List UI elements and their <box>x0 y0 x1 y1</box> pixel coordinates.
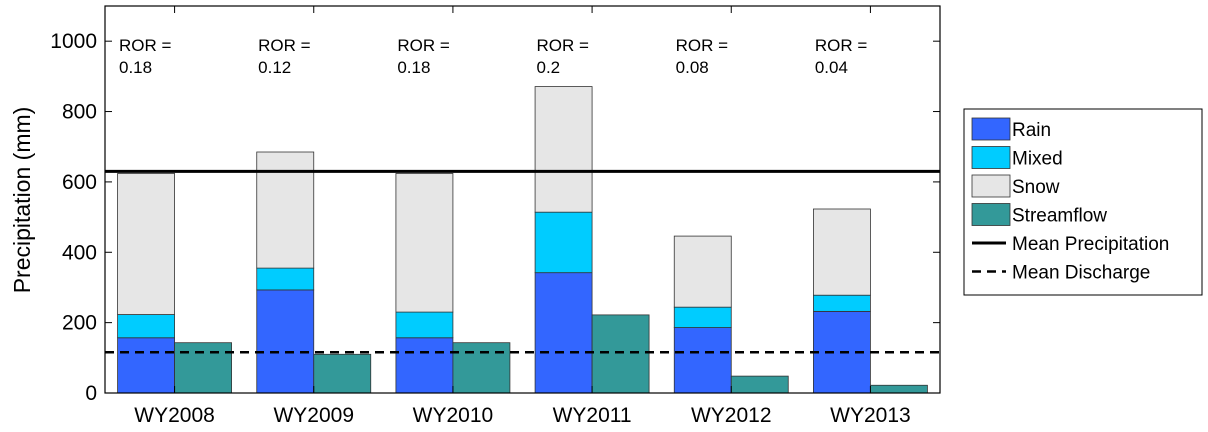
bar-rain-wy2008 <box>117 337 175 394</box>
bar-mixed-wy2013 <box>813 294 871 312</box>
bar-mixed-wy2012 <box>673 306 732 328</box>
legend-label-mean-precipitation: Mean Precipitation <box>1012 234 1169 255</box>
reference-lines <box>105 169 940 354</box>
bar-rain-wy2010 <box>395 337 454 394</box>
bar-snow-wy2013 <box>813 208 871 296</box>
ror-label-wy2011: ROR = <box>537 36 590 55</box>
ror-label-wy2012: ROR = <box>676 36 729 55</box>
y-tick-label-400: 400 <box>62 241 97 264</box>
bar-streamflow-wy2013 <box>870 384 928 394</box>
ror-value-wy2009: 0.12 <box>258 58 291 77</box>
x-tick-label-wy2008: WY2008 <box>134 404 215 427</box>
bar-mixed-wy2008 <box>117 314 175 339</box>
legend-swatch-streamflow <box>971 203 1011 226</box>
y-tick-label-800: 800 <box>62 101 97 124</box>
legend-label-rain: Rain <box>1012 120 1051 141</box>
legend-swatch-mixed <box>971 146 1011 169</box>
bar-streamflow-wy2010 <box>452 342 511 394</box>
ror-value-wy2011: 0.2 <box>537 58 561 77</box>
ror-value-wy2012: 0.08 <box>676 58 709 77</box>
y-axis-label: Precipitation (mm) <box>9 107 35 294</box>
bar-rain-wy2009 <box>256 289 315 394</box>
bar-mixed-wy2009 <box>256 267 315 291</box>
plot-area <box>105 6 940 393</box>
x-tick-label-wy2010: WY2010 <box>413 404 494 427</box>
legend-label-snow: Snow <box>1012 177 1060 198</box>
bar-rain-wy2011 <box>534 272 593 394</box>
bar-streamflow-wy2009 <box>313 353 372 394</box>
axes-frame <box>104 5 941 394</box>
ror-value-wy2013: 0.04 <box>815 58 848 77</box>
bars <box>117 86 928 394</box>
y-tick-label-1000: 1000 <box>50 30 97 53</box>
bar-snow-wy2009 <box>256 151 315 269</box>
ror-label-wy2009: ROR = <box>258 36 311 55</box>
bar-streamflow-wy2008 <box>174 342 232 394</box>
ror-label-wy2008: ROR = <box>119 36 172 55</box>
x-tick-label-wy2013: WY2013 <box>830 404 911 427</box>
ror-annotations: ROR = 0.18 ROR = 0.12 ROR = 0.18 ROR = 0.2 ROR … <box>119 36 867 77</box>
ror-label-wy2013: ROR = <box>815 36 868 55</box>
bar-streamflow-wy2012 <box>730 375 789 394</box>
y-tick-label-200: 200 <box>62 312 97 335</box>
legend-label-streamflow: Streamflow <box>1012 206 1107 227</box>
bar-snow-wy2012 <box>673 235 732 308</box>
x-tick-label-wy2012: WY2012 <box>691 404 772 427</box>
bar-mixed-wy2010 <box>395 311 454 339</box>
legend-label-mean-discharge: Mean Discharge <box>1012 263 1150 284</box>
y-tick-label-600: 600 <box>62 171 97 194</box>
ror-value-wy2008: 0.18 <box>119 58 152 77</box>
bar-streamflow-wy2011 <box>591 314 650 394</box>
bar-snow-wy2010 <box>395 173 454 313</box>
legend: Rain Mixed Snow Streamflow Mean Precipitatio… <box>963 108 1203 296</box>
axes: WY2008 WY2009 WY2010 WY2011 WY2012 WY2013 0 200… <box>50 5 941 427</box>
y-tick-label-0: 0 <box>85 382 97 405</box>
bar-snow-wy2011 <box>534 86 593 213</box>
plot-background <box>105 6 940 393</box>
legend-swatch-rain <box>971 117 1011 141</box>
x-tick-label-wy2009: WY2009 <box>273 404 354 427</box>
ror-label-wy2010: ROR = <box>397 36 450 55</box>
ror-value-wy2010: 0.18 <box>397 58 430 77</box>
legend-swatch-snow <box>971 174 1011 198</box>
bar-rain-wy2012 <box>673 327 732 394</box>
legend-label-mixed: Mixed <box>1012 149 1063 170</box>
x-tick-label-wy2011: WY2011 <box>553 404 632 427</box>
bar-mixed-wy2011 <box>534 211 593 274</box>
bar-snow-wy2008 <box>117 173 175 315</box>
